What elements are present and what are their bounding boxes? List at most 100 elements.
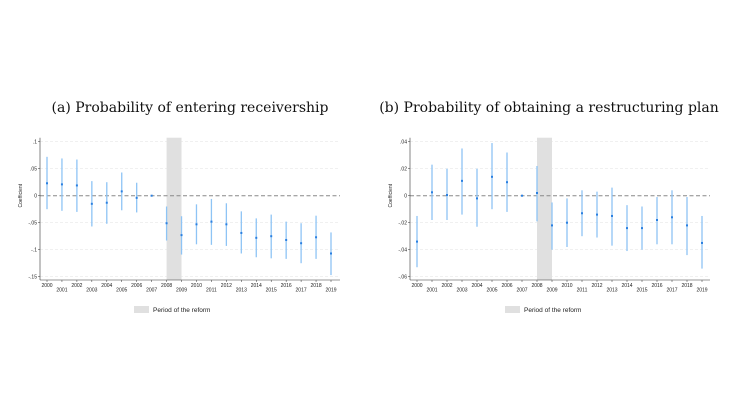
panel-a-coef-point xyxy=(270,235,273,238)
panel-b-x-tick-label: 2003 xyxy=(456,288,467,294)
panel-b-legend-swatch xyxy=(505,306,520,313)
panel-a-coef-point xyxy=(255,236,258,239)
panel-a-x-tick-label: 2006 xyxy=(131,283,142,289)
panel-a-x-tick-label: 2009 xyxy=(176,288,187,294)
panel-a-x-tick-label: 2007 xyxy=(146,288,157,294)
panel-b-coef-point xyxy=(671,216,673,219)
panel-a-y-tick-label: -.15 xyxy=(28,274,37,280)
panel-b-x-tick-label: 2006 xyxy=(501,283,512,289)
panel-b-x-tick-label: 2018 xyxy=(681,283,692,289)
panel-a-x-tick-label: 2004 xyxy=(101,283,112,289)
panel-a-x-tick-label: 2011 xyxy=(206,288,217,294)
panel-a-x-tick-label: 2002 xyxy=(71,283,82,289)
panel-a-y-tick-label: .1 xyxy=(33,139,37,145)
panel-b-x-tick-label: 2014 xyxy=(621,283,632,289)
panel-b-coef-point xyxy=(611,214,613,217)
panel-a-x-tick-label: 2008 xyxy=(161,283,172,289)
panel-b-x-tick-label: 2008 xyxy=(531,283,542,289)
panel-b-coef-point xyxy=(536,192,538,194)
panel-b-x-tick-label: 2004 xyxy=(471,283,482,289)
panel-a-coef-point xyxy=(90,202,93,205)
panel-b-x-tick-label: 2015 xyxy=(636,288,647,294)
panel-b-y-tick-label: -.04 xyxy=(398,247,407,253)
panel-b-y-tick-label: 0 xyxy=(404,193,407,199)
panel-b-x-tick-label: 2005 xyxy=(486,288,497,294)
panel-b-x-tick-label: 2017 xyxy=(666,288,677,294)
panel-a-coef-point xyxy=(75,184,78,187)
panel-a-y-axis-label: Coefficient xyxy=(18,183,24,207)
panel-b-coef-point xyxy=(506,181,508,184)
panel-b-y-tick-label: .02 xyxy=(400,166,407,172)
panel-a-y-tick-label: -.1 xyxy=(31,247,37,253)
panel-a-x-tick-label: 2018 xyxy=(310,283,321,289)
panel-b-reform-period-shade xyxy=(537,137,552,280)
panel-b-coef-point xyxy=(551,224,553,227)
panel-b-title: (b) Probability of obtaining a restructu… xyxy=(379,100,719,116)
panel-b-x-tick-label: 2009 xyxy=(546,288,557,294)
panel-b-coef-point xyxy=(581,212,583,215)
panel-a-x-tick-label: 2010 xyxy=(191,283,202,289)
panel-a-y-tick-label: .05 xyxy=(30,166,37,172)
panel-a-legend-label: Period of the reform xyxy=(153,307,210,314)
panel-b-coef-point xyxy=(701,241,703,244)
panel-a-x-tick-label: 2005 xyxy=(116,288,127,294)
panel-b-coef-point xyxy=(596,213,598,216)
panel-b-coef-point xyxy=(476,197,478,200)
panel-b-x-tick-label: 2011 xyxy=(577,288,588,294)
panel-a-coef-point xyxy=(225,223,228,226)
panel-a-coef-point xyxy=(46,182,48,185)
panel-a-x-tick-label: 2013 xyxy=(236,288,247,294)
panel-a-coef-point xyxy=(300,242,303,245)
panel-a-coef-point xyxy=(315,236,318,239)
panel-a-x-tick-label: 2016 xyxy=(281,283,292,289)
panel-a-title: (a) Probability of entering receivership xyxy=(52,100,329,116)
panel-b-coef-point xyxy=(491,175,493,178)
panel-a-coef-point xyxy=(285,238,288,241)
panel-a-y-tick-label: -.05 xyxy=(28,220,37,226)
panel-b-x-tick-label: 2012 xyxy=(591,283,602,289)
panel-a-coef-point xyxy=(120,190,123,193)
panel-b-legend-label: Period of the reform xyxy=(524,307,581,314)
panel-a-coef-point xyxy=(60,183,63,186)
panel-b-plot: .04 .02 0 -.02 -.04 -.06 Coefficient 2000 2001 20… xyxy=(388,137,710,314)
panel-b-coef-point xyxy=(416,240,418,243)
panel-b-coef-point xyxy=(686,224,688,227)
panel-b-y-tick-label: .04 xyxy=(400,139,407,145)
panel-a-coef-point xyxy=(105,201,108,204)
panel-b-x-tick-label: 2016 xyxy=(651,283,662,289)
panel-b-coef-point xyxy=(431,191,433,194)
panel-a-x-tick-label: 2015 xyxy=(266,288,277,294)
panel-a-coef-point xyxy=(180,234,183,237)
panel-b-coef-point xyxy=(461,179,463,182)
panel-a-x-tick-label: 2014 xyxy=(251,283,262,289)
panel-b-x-tick-label: 2019 xyxy=(696,288,707,294)
panel-b-y-axis-label: Coefficient xyxy=(388,183,394,207)
panel-a-x-tick-label: 2000 xyxy=(41,283,52,289)
panel-a-x-tick-label: 2019 xyxy=(325,288,336,294)
panel-a-reform-period-shade xyxy=(166,137,182,280)
panel-b-y-tick-label: -.02 xyxy=(398,220,407,226)
panel-a-plot: .1 .05 0 -.05 -.1 -.15 Coefficient 2000 2001 2002… xyxy=(18,137,340,314)
panel-a-x-tick-label: 2017 xyxy=(296,288,307,294)
panel-b-x-tick-label: 2007 xyxy=(516,288,527,294)
panel-a-legend-swatch xyxy=(134,306,149,313)
panel-a-coef-point xyxy=(135,196,138,199)
panel-b-coef-point xyxy=(566,221,568,224)
panel-a-coef-point xyxy=(240,231,243,234)
panel-b-coef-point xyxy=(656,219,658,221)
panel-b-coef-point xyxy=(626,227,628,230)
panel-a-coef-point xyxy=(195,223,198,226)
panel-a-x-tick-label: 2003 xyxy=(86,288,97,294)
panel-a-x-tick-label: 2012 xyxy=(221,283,232,289)
panel-b-x-tick-label: 2002 xyxy=(441,283,452,289)
panel-b-x-tick-label: 2010 xyxy=(561,283,572,289)
panel-b-y-tick-label: -.06 xyxy=(398,274,407,280)
panel-b-x-tick-label: 2000 xyxy=(411,283,422,289)
panel-b-coef-point xyxy=(641,227,643,230)
panel-a-coef-point xyxy=(165,222,168,225)
panel-b-coef-point xyxy=(521,194,523,197)
panel-a-coef-point xyxy=(210,220,213,223)
panel-a-y-tick-label: 0 xyxy=(34,193,37,199)
panel-a-coef-point xyxy=(330,252,332,255)
